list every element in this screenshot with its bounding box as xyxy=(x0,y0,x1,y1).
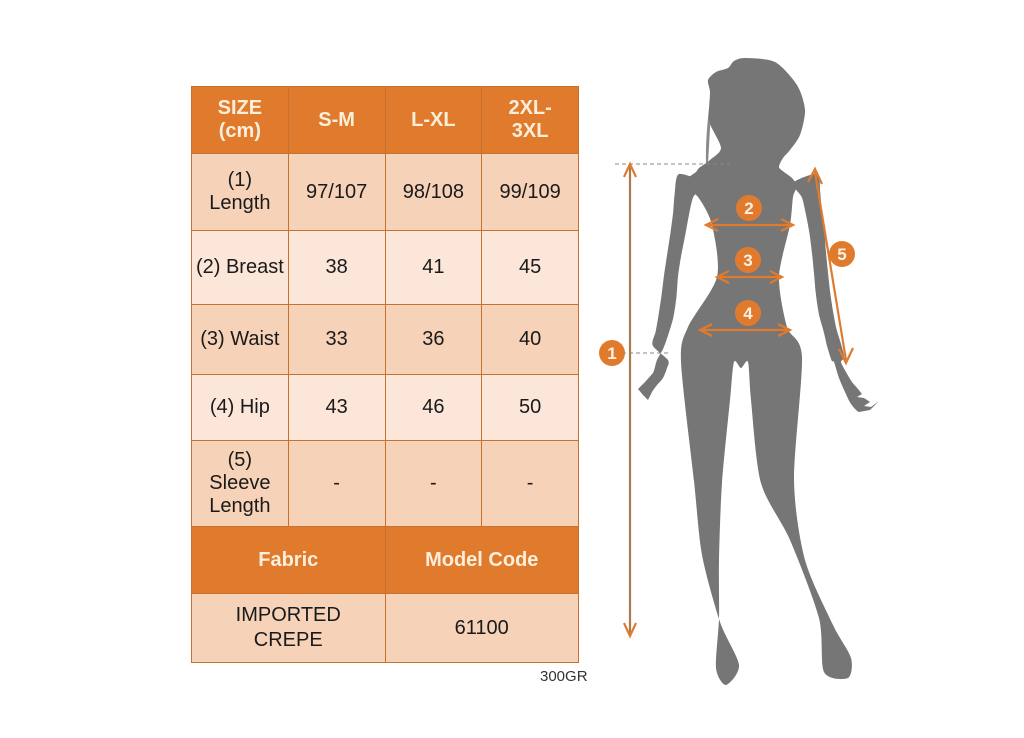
svg-text:4: 4 xyxy=(743,304,753,323)
svg-text:3: 3 xyxy=(743,251,752,270)
svg-text:1: 1 xyxy=(607,344,616,363)
svg-text:5: 5 xyxy=(837,245,846,264)
svg-text:2: 2 xyxy=(744,199,753,218)
